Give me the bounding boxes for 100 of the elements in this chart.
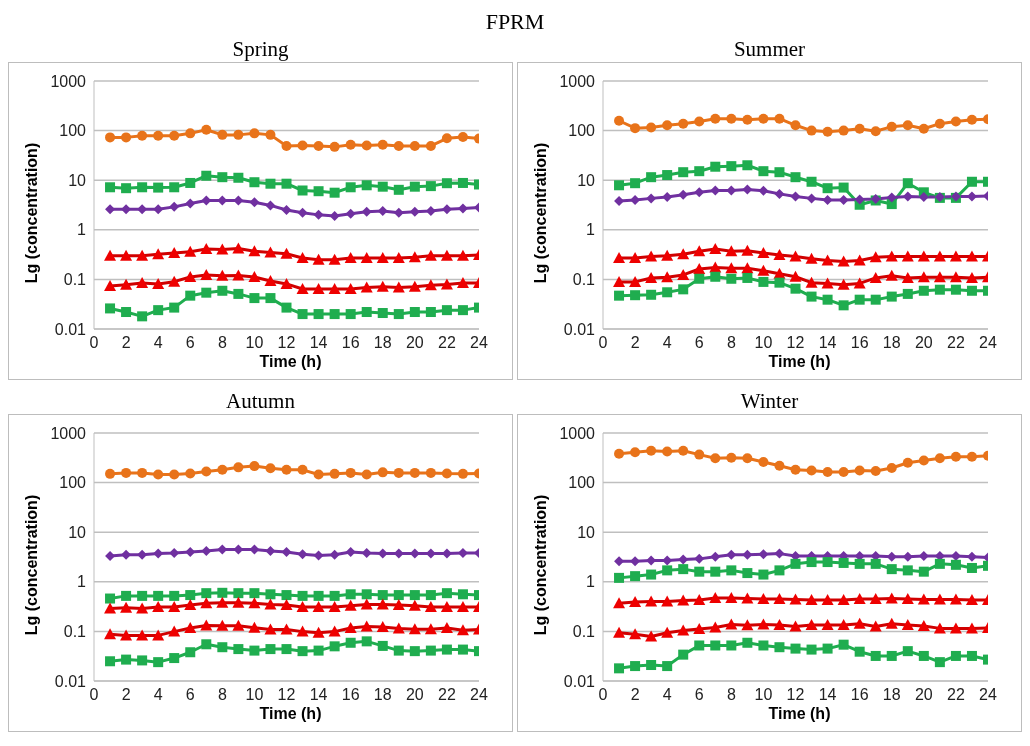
x-tick-label: 22	[438, 686, 456, 704]
point	[821, 593, 834, 605]
point	[694, 640, 705, 651]
point	[966, 650, 977, 661]
chart-title: Summer	[733, 36, 806, 62]
point	[870, 294, 881, 305]
point	[329, 187, 340, 198]
point	[216, 269, 229, 281]
point	[265, 589, 276, 600]
point	[854, 194, 865, 205]
point	[137, 549, 148, 560]
point	[757, 593, 770, 604]
point	[710, 453, 721, 464]
point	[121, 654, 132, 665]
point	[153, 305, 164, 316]
point	[297, 646, 308, 657]
point	[377, 181, 388, 192]
point	[741, 592, 754, 604]
point	[201, 639, 212, 650]
x-tick-label: 12	[786, 686, 805, 704]
point	[345, 139, 356, 150]
point	[185, 468, 196, 479]
x-tick-label: 22	[947, 334, 965, 352]
x-tick-label: 10	[245, 686, 264, 704]
x-tick-label: 10	[245, 334, 264, 352]
point	[104, 279, 117, 291]
point	[361, 140, 372, 151]
point	[629, 252, 642, 263]
point	[217, 587, 228, 598]
point	[329, 468, 340, 479]
point	[885, 617, 898, 629]
point	[345, 182, 356, 193]
point	[120, 629, 133, 641]
point	[217, 642, 228, 653]
point	[662, 446, 673, 457]
point	[329, 210, 340, 221]
point	[662, 565, 673, 576]
x-tick-label: 2	[630, 334, 640, 352]
point	[710, 566, 721, 577]
point	[630, 290, 641, 301]
point	[805, 618, 818, 630]
point	[966, 562, 977, 573]
point	[297, 464, 308, 475]
x-tick-label: 16	[341, 334, 360, 352]
point	[457, 589, 468, 600]
point	[360, 620, 373, 632]
point	[313, 550, 324, 561]
point	[249, 128, 260, 139]
point	[376, 280, 389, 292]
point	[376, 621, 389, 633]
point	[409, 467, 420, 478]
x-tick-label: 18	[882, 686, 901, 704]
point	[629, 275, 642, 287]
point	[328, 601, 341, 613]
point	[774, 565, 785, 576]
point	[201, 545, 212, 556]
point	[614, 180, 625, 191]
point	[249, 177, 260, 188]
point	[838, 182, 849, 193]
point	[409, 590, 420, 601]
point	[137, 130, 148, 141]
point	[710, 640, 721, 651]
point	[854, 465, 865, 476]
point	[265, 200, 276, 211]
point	[710, 551, 721, 562]
point	[613, 626, 626, 638]
point	[217, 172, 228, 183]
point	[838, 639, 849, 650]
point	[917, 593, 930, 605]
point	[344, 599, 357, 611]
point	[709, 621, 722, 633]
point	[645, 271, 658, 283]
point	[806, 644, 817, 655]
x-tick-label: 10	[754, 686, 773, 704]
point	[233, 588, 244, 599]
point	[662, 191, 673, 202]
point	[249, 645, 260, 656]
point	[376, 252, 389, 263]
point	[457, 644, 468, 655]
point	[185, 128, 196, 139]
point	[790, 643, 801, 654]
point	[758, 276, 769, 287]
point	[201, 466, 212, 477]
point	[822, 126, 833, 137]
point	[457, 203, 468, 214]
point	[630, 178, 641, 189]
point	[886, 650, 897, 661]
point	[710, 271, 721, 282]
point	[821, 618, 834, 630]
point	[265, 644, 276, 655]
point	[790, 120, 801, 131]
point	[425, 307, 436, 318]
point	[121, 183, 132, 194]
point	[950, 116, 961, 127]
point	[822, 183, 833, 194]
point	[233, 172, 244, 183]
x-tick-label: 16	[341, 686, 360, 704]
point	[725, 245, 738, 257]
point	[933, 622, 946, 634]
x-tick-label: 14	[818, 686, 837, 704]
